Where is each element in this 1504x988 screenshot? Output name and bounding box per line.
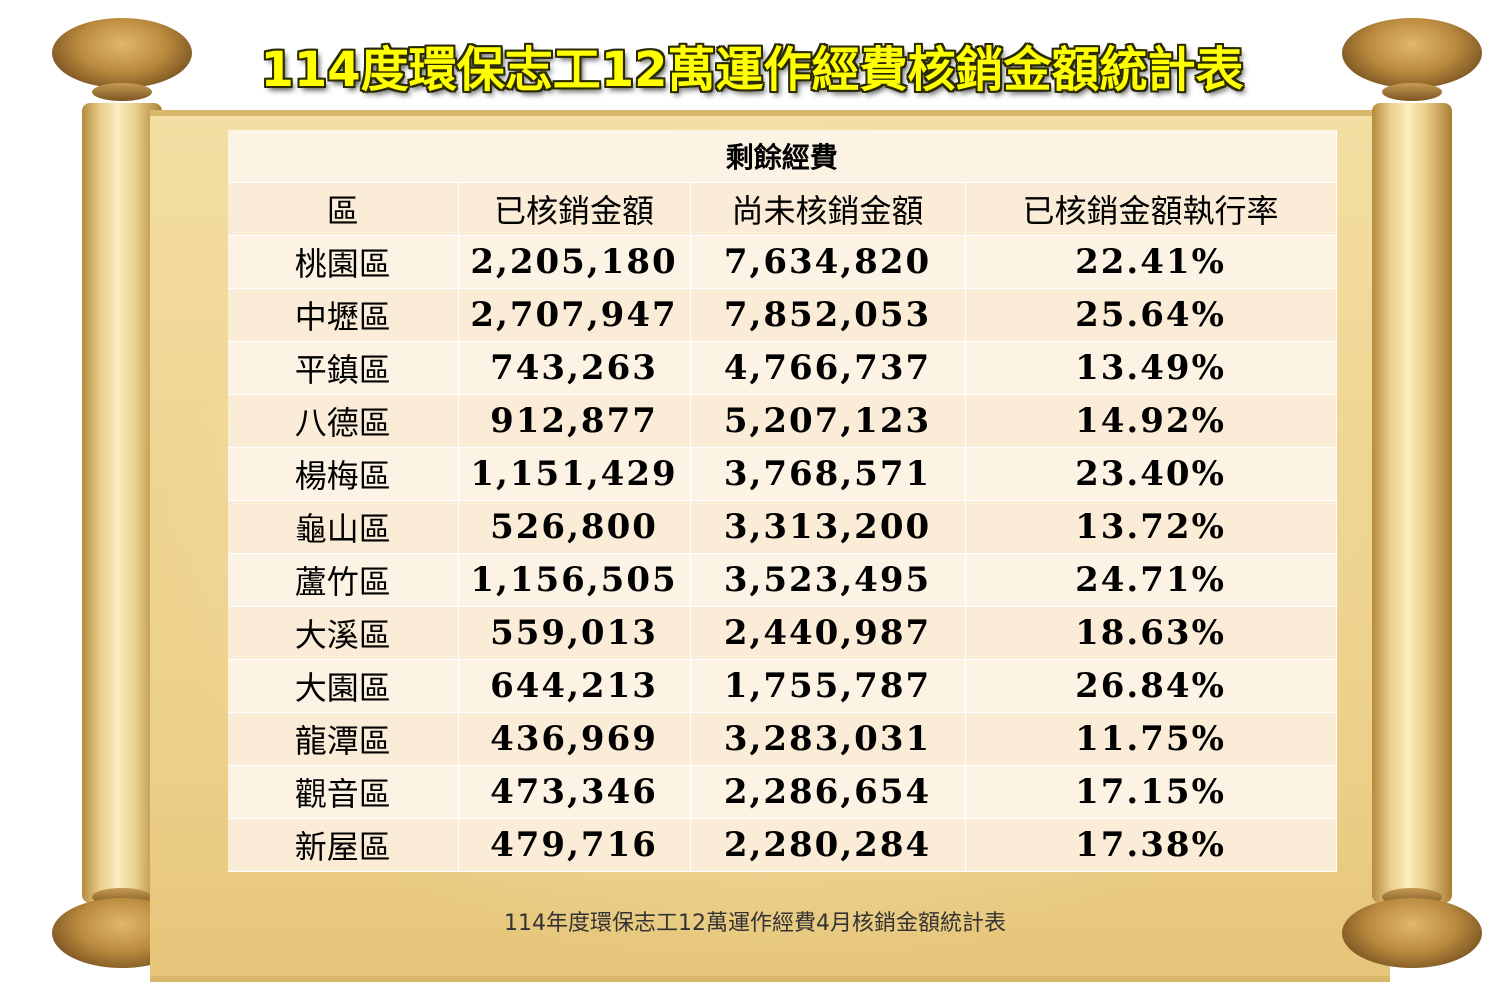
cell-execution-rate: 14.92% (965, 394, 1337, 448)
cell-verified-amount: 1,151,429 (458, 447, 691, 501)
page-title: 114度環保志工12萬運作經費核銷金額統計表 (260, 42, 1244, 98)
cell-execution-rate: 13.49% (965, 341, 1337, 395)
cell-execution-rate: 13.72% (965, 500, 1337, 554)
cell-district: 龍潭區 (228, 712, 459, 766)
cell-district: 新屋區 (228, 818, 459, 872)
roller-rod (1372, 103, 1452, 903)
cell-unverified-amount: 7,634,820 (690, 235, 966, 289)
cell-execution-rate: 17.38% (965, 818, 1337, 872)
cell-district: 龜山區 (228, 500, 459, 554)
cell-district: 桃園區 (228, 235, 459, 289)
column-header-row: 區 已核銷金額 尚未核銷金額 已核銷金額執行率 (228, 182, 1337, 236)
cell-execution-rate: 22.41% (965, 235, 1337, 289)
table-caption: 114年度環保志工12萬運作經費4月核銷金額統計表 (504, 911, 1006, 936)
cell-district: 大園區 (228, 659, 459, 713)
table-row: 蘆竹區 1,156,505 3,523,495 24.71% (228, 553, 1337, 607)
table-row: 大園區 644,213 1,755,787 26.84% (228, 659, 1337, 713)
table-row: 八德區 912,877 5,207,123 14.92% (228, 394, 1337, 448)
cell-unverified-amount: 2,286,654 (690, 765, 966, 819)
cell-district: 中壢區 (228, 288, 459, 342)
roller-cap-top (92, 83, 152, 101)
roller-knob-bottom (1342, 898, 1482, 968)
group-header-row: 剩餘經費 (228, 130, 1337, 183)
cell-verified-amount: 473,346 (458, 765, 691, 819)
cell-verified-amount: 559,013 (458, 606, 691, 660)
cell-unverified-amount: 2,440,987 (690, 606, 966, 660)
cell-verified-amount: 912,877 (458, 394, 691, 448)
cell-execution-rate: 23.40% (965, 447, 1337, 501)
cell-execution-rate: 26.84% (965, 659, 1337, 713)
roller-cap-top (1382, 83, 1442, 101)
roller-knob-top (52, 18, 192, 88)
table-row: 桃園區 2,205,180 7,634,820 22.41% (228, 235, 1337, 289)
roller-rod (82, 103, 162, 903)
cell-unverified-amount: 3,313,200 (690, 500, 966, 554)
column-header-unverified: 尚未核銷金額 (690, 182, 966, 236)
column-header-verified: 已核銷金額 (458, 182, 691, 236)
cell-verified-amount: 2,205,180 (458, 235, 691, 289)
cell-verified-amount: 526,800 (458, 500, 691, 554)
cell-execution-rate: 18.63% (965, 606, 1337, 660)
cell-verified-amount: 436,969 (458, 712, 691, 766)
budget-table-container: 剩餘經費 區 已核銷金額 尚未核銷金額 已核銷金額執行率 桃園區 2,205,18… (228, 130, 1337, 872)
table-row: 龍潭區 436,969 3,283,031 11.75% (228, 712, 1337, 766)
cell-verified-amount: 743,263 (458, 341, 691, 395)
table-row: 大溪區 559,013 2,440,987 18.63% (228, 606, 1337, 660)
table-row: 中壢區 2,707,947 7,852,053 25.64% (228, 288, 1337, 342)
group-header: 剩餘經費 (228, 130, 1337, 183)
cell-unverified-amount: 2,280,284 (690, 818, 966, 872)
cell-unverified-amount: 1,755,787 (690, 659, 966, 713)
cell-unverified-amount: 3,283,031 (690, 712, 966, 766)
cell-execution-rate: 24.71% (965, 553, 1337, 607)
cell-unverified-amount: 4,766,737 (690, 341, 966, 395)
cell-district: 觀音區 (228, 765, 459, 819)
scroll-roller-left (52, 18, 192, 983)
table-row: 平鎮區 743,263 4,766,737 13.49% (228, 341, 1337, 395)
cell-execution-rate: 17.15% (965, 765, 1337, 819)
table-row: 楊梅區 1,151,429 3,768,571 23.40% (228, 447, 1337, 501)
cell-district: 八德區 (228, 394, 459, 448)
cell-execution-rate: 11.75% (965, 712, 1337, 766)
column-header-district: 區 (228, 182, 459, 236)
cell-execution-rate: 25.64% (965, 288, 1337, 342)
cell-district: 蘆竹區 (228, 553, 459, 607)
cell-unverified-amount: 5,207,123 (690, 394, 966, 448)
table-row: 新屋區 479,716 2,280,284 17.38% (228, 818, 1337, 872)
cell-unverified-amount: 3,523,495 (690, 553, 966, 607)
cell-verified-amount: 2,707,947 (458, 288, 691, 342)
table-body: 桃園區 2,205,180 7,634,820 22.41% 中壢區 2,707,947 7… (228, 235, 1337, 872)
cell-verified-amount: 479,716 (458, 818, 691, 872)
column-header-rate: 已核銷金額執行率 (965, 182, 1337, 236)
scroll-roller-right (1342, 18, 1482, 983)
cell-district: 楊梅區 (228, 447, 459, 501)
cell-verified-amount: 1,156,505 (458, 553, 691, 607)
cell-district: 平鎮區 (228, 341, 459, 395)
table-row: 龜山區 526,800 3,313,200 13.72% (228, 500, 1337, 554)
cell-verified-amount: 644,213 (458, 659, 691, 713)
cell-unverified-amount: 7,852,053 (690, 288, 966, 342)
budget-table: 剩餘經費 區 已核銷金額 尚未核銷金額 已核銷金額執行率 桃園區 2,205,18… (228, 130, 1337, 872)
cell-district: 大溪區 (228, 606, 459, 660)
cell-unverified-amount: 3,768,571 (690, 447, 966, 501)
roller-knob-top (1342, 18, 1482, 88)
table-row: 觀音區 473,346 2,286,654 17.15% (228, 765, 1337, 819)
